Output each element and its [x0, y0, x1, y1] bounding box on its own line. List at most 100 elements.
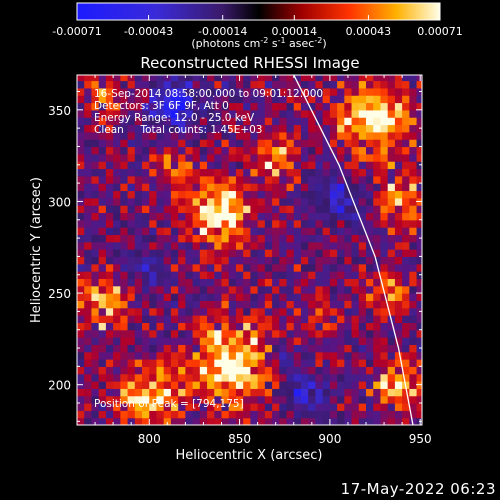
- heatmap-cell: [264, 227, 273, 236]
- heatmap-cell: [279, 175, 288, 184]
- heatmap-cell: [286, 190, 295, 199]
- heatmap-cell: [77, 241, 85, 250]
- heatmap-cell: [387, 381, 396, 389]
- heatmap-cell: [221, 263, 230, 272]
- heatmap-cell: [250, 329, 259, 338]
- heatmap-cell: [264, 80, 273, 89]
- heatmap-cell: [315, 205, 324, 214]
- heatmap-cell: [308, 241, 317, 250]
- heatmap-cell: [221, 373, 230, 382]
- heatmap-cell: [113, 403, 121, 411]
- heatmap-cell: [366, 285, 374, 294]
- heatmap-cell: [409, 168, 418, 177]
- heatmap-cell: [84, 146, 93, 155]
- heatmap-cell: [293, 278, 302, 287]
- heatmap-cell: [300, 190, 309, 199]
- heatmap-cell: [402, 271, 410, 280]
- heatmap-cell: [149, 87, 158, 96]
- heatmap-cell: [366, 212, 374, 221]
- heatmap-cell: [308, 109, 317, 118]
- heatmap-cell: [329, 124, 338, 133]
- heatmap-cell: [315, 388, 324, 397]
- heatmap-cell: [308, 381, 317, 389]
- heatmap-cell: [142, 197, 150, 206]
- heatmap-cell: [257, 102, 266, 111]
- heatmap-cell: [380, 190, 389, 199]
- heatmap-cell: [315, 278, 324, 287]
- heatmap-cell: [199, 285, 208, 294]
- heatmap-cell: [156, 359, 165, 367]
- heatmap-cell: [77, 227, 85, 236]
- heatmap-cell: [185, 95, 194, 104]
- heatmap-cell: [142, 278, 150, 287]
- heatmap-cell: [272, 249, 280, 258]
- heatmap-cell: [199, 337, 208, 345]
- heatmap-cell: [329, 175, 338, 184]
- heatmap-cell: [98, 285, 107, 294]
- heatmap-cell: [293, 205, 302, 214]
- heatmap-cell: [402, 175, 410, 184]
- heatmap-cell: [185, 219, 194, 228]
- heatmap-cell: [387, 322, 396, 331]
- heatmap-cell: [77, 417, 85, 425]
- heatmap-cell: [380, 249, 389, 258]
- heatmap-cell: [235, 87, 244, 96]
- y-tick-label: 300: [48, 195, 71, 209]
- plot-frame: [76, 74, 423, 426]
- heatmap-cell: [221, 109, 230, 118]
- heatmap-cell: [228, 395, 237, 404]
- heatmap-cell: [207, 322, 215, 331]
- heatmap-cell: [394, 95, 403, 104]
- heatmap-cell: [366, 307, 374, 316]
- heatmap-cell: [98, 212, 107, 221]
- heatmap-cell: [105, 197, 114, 206]
- heatmap-cell: [373, 124, 382, 133]
- heatmap-cell: [373, 344, 382, 353]
- heatmap-cell: [84, 271, 93, 280]
- heatmap-cell: [286, 381, 295, 389]
- heatmap-cell: [286, 75, 295, 82]
- heatmap-cell: [185, 373, 194, 382]
- heatmap-cell: [387, 153, 396, 162]
- heatmap-cell: [214, 366, 223, 375]
- heatmap-cell: [156, 75, 165, 82]
- heatmap-cell: [243, 117, 252, 126]
- heatmap-cell: [279, 373, 288, 382]
- heatmap-cell: [250, 410, 259, 419]
- heatmap-cell: [120, 403, 129, 411]
- heatmap-cell: [250, 219, 259, 228]
- heatmap-cell: [358, 175, 367, 184]
- heatmap-cell: [250, 322, 259, 331]
- heatmap-cell: [221, 388, 230, 397]
- heatmap-cell: [394, 271, 403, 280]
- heatmap-cell: [120, 410, 129, 419]
- heatmap-cell: [91, 263, 100, 272]
- heatmap-cell: [322, 395, 331, 404]
- heatmap-cell: [315, 249, 324, 258]
- heatmap-cell: [221, 285, 230, 294]
- heatmap-cell: [77, 300, 85, 309]
- heatmap-cell: [351, 329, 360, 338]
- heatmap-cell: [409, 95, 418, 104]
- heatmap-cell: [366, 373, 374, 382]
- heatmap-cell: [373, 263, 382, 272]
- heatmap-cell: [185, 388, 194, 397]
- heatmap-cell: [105, 293, 114, 301]
- heatmap-cell: [358, 124, 367, 133]
- heatmap-cell: [416, 366, 422, 375]
- heatmap-cell: [380, 131, 389, 140]
- heatmap-cell: [315, 307, 324, 316]
- heatmap-cell: [228, 153, 237, 162]
- heatmap-cell: [84, 300, 93, 309]
- heatmap-cell: [178, 212, 186, 221]
- heatmap-cell: [300, 249, 309, 258]
- heatmap-cell: [264, 337, 273, 345]
- heatmap-cell: [366, 190, 374, 199]
- heatmap-cell: [366, 241, 374, 250]
- heatmap-cell: [250, 359, 259, 367]
- heatmap-cell: [199, 139, 208, 148]
- heatmap-cell: [113, 153, 121, 162]
- heatmap-cell: [344, 205, 353, 214]
- heatmap-cell: [243, 190, 252, 199]
- heatmap-cell: [358, 359, 367, 367]
